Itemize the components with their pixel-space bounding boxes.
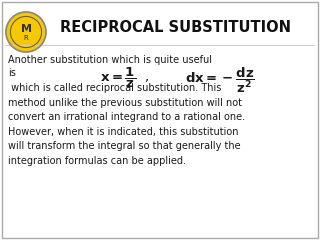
Text: will transform the integral so that generally the: will transform the integral so that gene… xyxy=(8,141,241,151)
Text: is: is xyxy=(8,68,16,78)
Text: $\mathbf{dx = -\dfrac{dz}{z^2}}$: $\mathbf{dx = -\dfrac{dz}{z^2}}$ xyxy=(185,66,255,95)
Text: Another substitution which is quite useful: Another substitution which is quite usef… xyxy=(8,55,212,65)
Text: RECIPROCAL SUBSTITUTION: RECIPROCAL SUBSTITUTION xyxy=(60,19,291,35)
Circle shape xyxy=(6,12,46,52)
Text: $\mathbf{x = \dfrac{1}{z}}$  ,: $\mathbf{x = \dfrac{1}{z}}$ , xyxy=(100,66,149,90)
Text: integration formulas can be applied.: integration formulas can be applied. xyxy=(8,156,186,166)
Text: method unlike the previous substitution will not: method unlike the previous substitution … xyxy=(8,97,242,108)
Text: R: R xyxy=(24,35,28,41)
FancyBboxPatch shape xyxy=(2,2,318,238)
Text: M: M xyxy=(20,24,31,34)
Text: which is called reciprocal substitution. This: which is called reciprocal substitution.… xyxy=(8,83,221,93)
Text: However, when it is indicated, this substitution: However, when it is indicated, this subs… xyxy=(8,126,238,137)
Text: convert an irrational integrand to a rational one.: convert an irrational integrand to a rat… xyxy=(8,112,245,122)
